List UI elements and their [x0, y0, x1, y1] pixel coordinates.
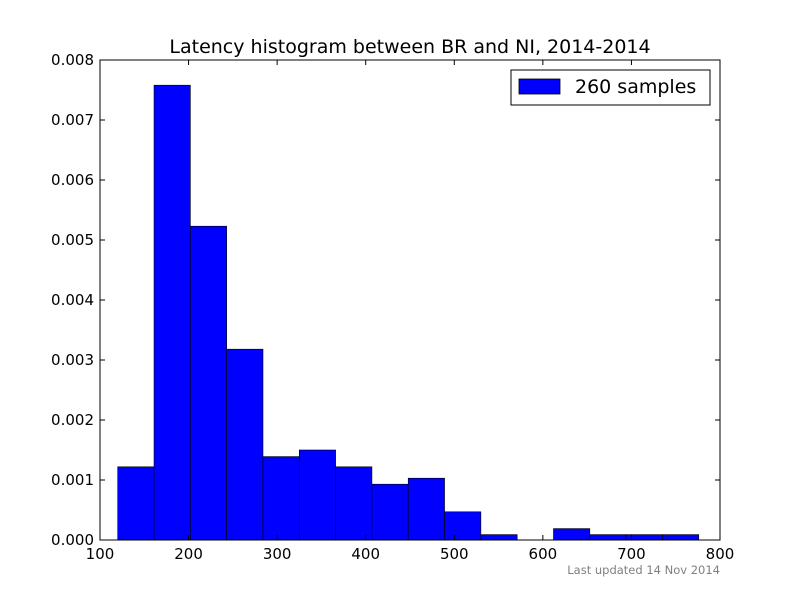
- histogram-bar-2: [153, 84, 191, 541]
- legend: 260 samples: [510, 69, 711, 106]
- y-tick-label: 0.005: [51, 231, 94, 249]
- x-tick-label: 400: [351, 545, 380, 563]
- histogram-bar-10: [444, 511, 482, 541]
- y-tick-label: 0.004: [51, 291, 94, 309]
- y-tick-label: 0.002: [51, 411, 94, 429]
- histogram-bar-5: [262, 456, 300, 541]
- histogram-bar-13: [553, 528, 591, 541]
- x-tick-label: 800: [706, 545, 735, 563]
- histogram-bar-11: [480, 534, 518, 541]
- y-tick-label: 0.007: [51, 111, 94, 129]
- x-axis-ticks: 100 200 300 400 500 600 700 800: [86, 60, 735, 563]
- x-tick-label: 700: [617, 545, 646, 563]
- histogram-bar-16: [662, 534, 700, 541]
- histogram-bar-14: [589, 534, 627, 541]
- histogram-bars: [117, 84, 700, 541]
- y-axis-ticks: 0.000 0.001 0.002 0.003 0.004 0.005 0.006 0.007…: [51, 51, 720, 549]
- histogram-bar-8: [371, 483, 409, 541]
- x-tick-label: 200: [174, 545, 203, 563]
- y-tick-label: 0.006: [51, 171, 94, 189]
- last-updated-footnote: Last updated 14 Nov 2014: [567, 563, 720, 577]
- chart-title: Latency histogram between BR and NI, 201…: [169, 36, 650, 58]
- legend-swatch: [518, 78, 561, 95]
- histogram-bar-7: [335, 466, 373, 541]
- y-tick-label: 0.008: [51, 51, 94, 69]
- x-tick-label: 300: [263, 545, 292, 563]
- y-tick-label: 0.001: [51, 471, 94, 489]
- plot-frame: [99, 59, 721, 541]
- histogram-bar-4: [226, 348, 264, 541]
- legend-label: 260 samples: [575, 76, 696, 98]
- x-tick-label: 100: [86, 545, 115, 563]
- x-tick-label: 500: [440, 545, 469, 563]
- y-tick-label: 0.003: [51, 351, 94, 369]
- histogram-bar-3: [190, 225, 227, 541]
- x-tick-label: 600: [529, 545, 558, 563]
- histogram-bar-1: [117, 466, 155, 541]
- histogram-bar-9: [407, 477, 445, 541]
- histogram-bar-6: [298, 449, 336, 541]
- y-tick-label: 0.000: [51, 531, 94, 549]
